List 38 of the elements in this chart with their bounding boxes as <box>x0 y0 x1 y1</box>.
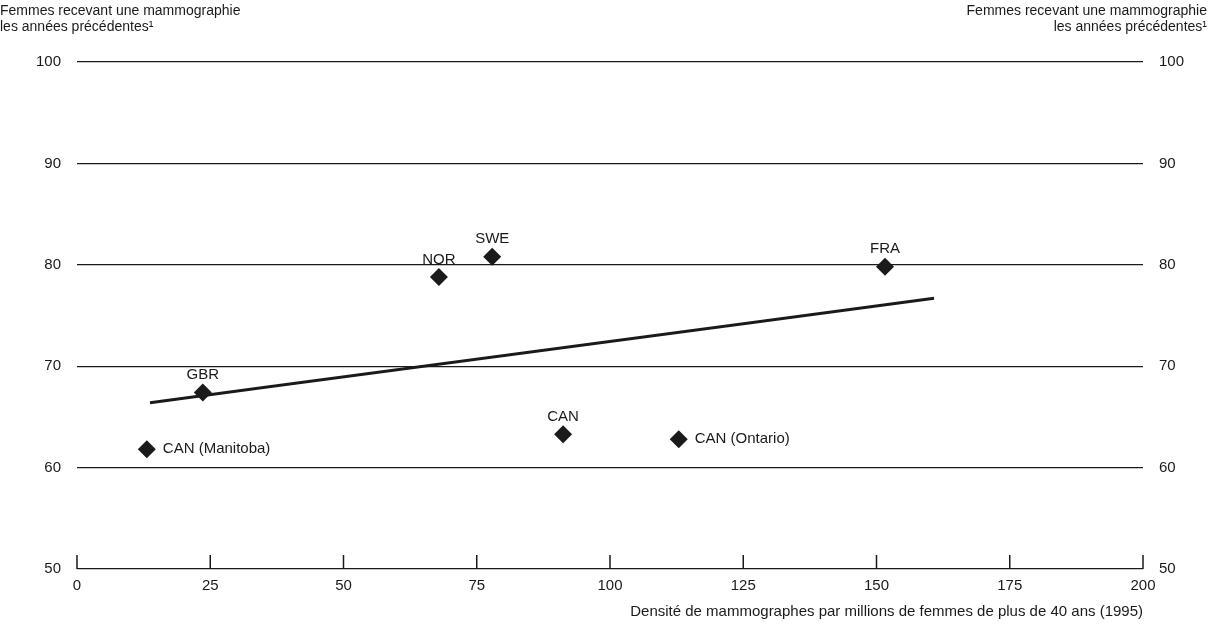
y2-tick-label: 90 <box>1159 153 1176 171</box>
y2-tick-label: 80 <box>1159 254 1176 272</box>
x-tick-label: 50 <box>335 576 352 594</box>
x-tick-label: 175 <box>997 576 1023 594</box>
point <box>876 257 895 276</box>
x-axis-title: Densité de mammographes par millions de femmes de plus de 40 ans (1995) <box>630 602 1143 620</box>
annotation: SWE <box>475 229 510 247</box>
annotation: GBR <box>186 365 220 383</box>
y2-tick-label: 60 <box>1159 457 1176 475</box>
x-tick-label: 100 <box>597 576 623 594</box>
x-tick-label: 150 <box>863 576 890 594</box>
annotation: FRA <box>870 239 901 257</box>
y2-axis-title: Femmes recevant une mammographie les années précédentes¹ <box>966 2 1207 34</box>
annotation: CAN <box>547 406 579 424</box>
point <box>137 440 156 459</box>
point <box>193 383 212 402</box>
x-tick-label: 0 <box>72 576 82 594</box>
y-axis-title: Femmes recevant une mammographie les années précédentes¹ <box>0 2 241 34</box>
y2-tick-label: 70 <box>1159 356 1176 374</box>
point <box>429 267 448 286</box>
x-tick-label: 25 <box>201 576 219 594</box>
y2-tick-label: 50 <box>1159 559 1176 577</box>
x-tick-label: 125 <box>730 576 756 594</box>
x-tick-label: 200 <box>1130 576 1156 594</box>
point <box>554 425 573 444</box>
y2-tick-label: 100 <box>1159 52 1185 70</box>
y-tick-label: 100 <box>35 52 61 70</box>
y-tick-label: 60 <box>44 457 61 475</box>
annotation: NOR <box>422 249 456 267</box>
y-tick-label: 90 <box>44 153 61 171</box>
y-tick-label: 80 <box>44 254 61 272</box>
y-tick-label: 50 <box>44 559 61 577</box>
annotation: CAN (Ontario) <box>694 429 790 447</box>
annotation: CAN (Manitoba) <box>162 439 271 457</box>
point <box>669 430 688 449</box>
y-tick-label: 70 <box>44 356 61 374</box>
point <box>483 247 502 266</box>
x-tick-label: 75 <box>468 576 486 594</box>
